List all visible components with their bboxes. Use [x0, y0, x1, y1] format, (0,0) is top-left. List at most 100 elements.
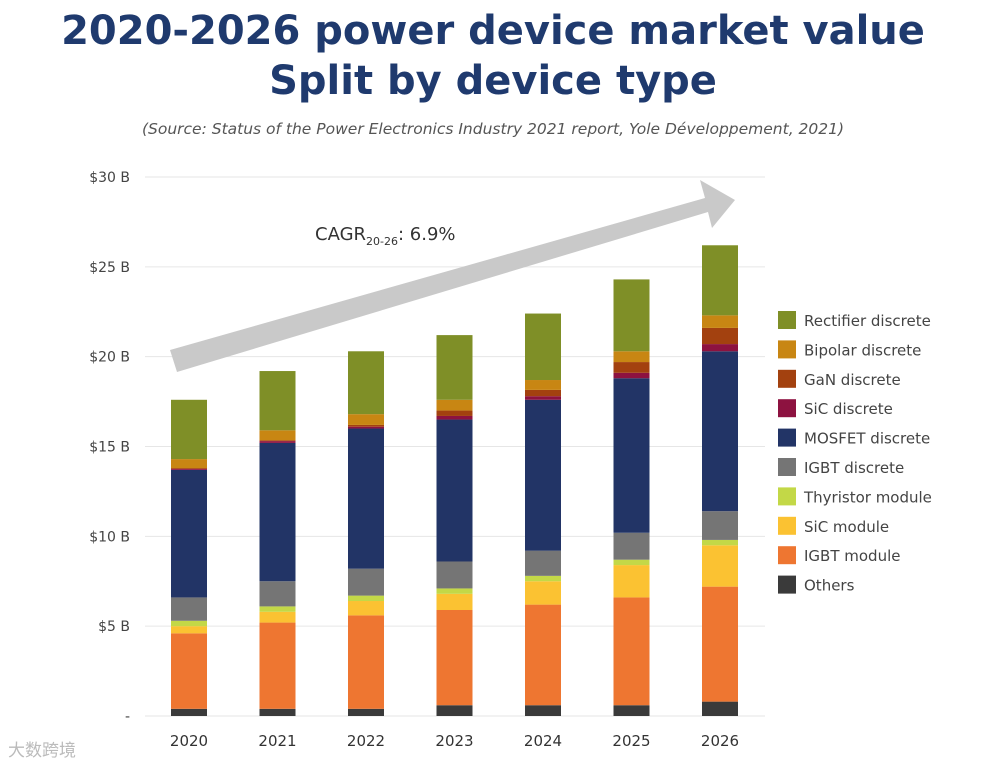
bar-segment-igbt-module [525, 604, 561, 706]
x-tick-label: 2026 [701, 732, 739, 750]
bar-segment-igbt-discrete [613, 532, 650, 560]
legend-label: Bipolar discrete [804, 341, 921, 359]
chart-subtitle: Split by device type [269, 58, 717, 104]
legend-label: Rectifier discrete [804, 312, 931, 330]
bar-segment-thyristor-module [259, 606, 296, 612]
bar-segment-bipolar-discrete [702, 315, 738, 328]
legend-label: MOSFET discrete [804, 430, 930, 448]
bar-segment-igbt-discrete [525, 550, 561, 576]
bar-segment-gan-discrete [702, 327, 738, 345]
bar-segment-bipolar-discrete [613, 351, 650, 363]
bar-segment-rectifier-discrete [702, 245, 738, 316]
bar-segment-sic-module [259, 611, 296, 623]
bar-segment-gan-discrete [436, 410, 473, 416]
y-tick-label: $15 B [89, 440, 130, 456]
bar-segment-igbt-module [436, 609, 473, 706]
bar-segment-gan-discrete [613, 362, 650, 373]
bar-segment-others [436, 705, 473, 716]
legend-label: SiC module [804, 518, 889, 536]
y-tick-label: $10 B [89, 529, 130, 545]
legend-label: Others [804, 577, 855, 595]
bar-segment-bipolar-discrete [348, 414, 384, 425]
cagr-annotation: CAGR20-26: 6.9% [315, 224, 456, 248]
bar-segment-sic-module [613, 565, 650, 598]
y-tick-label: $20 B [89, 350, 130, 366]
bar-segment-others [171, 708, 207, 716]
growth-arrow [170, 180, 735, 372]
bar-segment-igbt-module [171, 633, 207, 709]
bar-segment-rectifier-discrete [171, 399, 207, 460]
x-tick-label: 2022 [347, 732, 385, 750]
legend-swatch [778, 487, 796, 506]
bar-segment-mosfet-discrete [436, 419, 473, 562]
bar-segment-igbt-module [259, 622, 296, 709]
bar-segment-rectifier-discrete [613, 279, 650, 352]
bar-segment-igbt-discrete [348, 568, 384, 596]
legend-label: GaN discrete [804, 371, 901, 389]
bar-segment-bipolar-discrete [525, 380, 561, 390]
y-tick-label: $30 B [89, 170, 130, 186]
bar-segment-thyristor-module [613, 559, 650, 566]
source-note: (Source: Status of the Power Electronics… [141, 120, 845, 138]
bar-segment-others [259, 708, 296, 716]
bar-segment-igbt-discrete [259, 581, 296, 607]
bar-segment-others [702, 701, 738, 716]
bar-segment-sic-discrete [702, 344, 738, 352]
bar-segment-mosfet-discrete [613, 378, 650, 533]
bar-segment-sic-module [702, 545, 738, 587]
legend-swatch [778, 516, 796, 535]
bar-segment-mosfet-discrete [348, 428, 384, 569]
bar-segment-others [525, 705, 561, 716]
bar-segment-sic-discrete [525, 396, 561, 400]
legend-label: SiC discrete [804, 400, 893, 418]
legend-swatch [778, 458, 796, 476]
legend-swatch [778, 546, 796, 565]
bar-segment-igbt-discrete [702, 511, 738, 540]
bar-segment-sic-discrete [613, 372, 650, 379]
bar-segment-rectifier-discrete [348, 351, 384, 415]
bar-segment-mosfet-discrete [702, 351, 738, 512]
bar-segment-igbt-module [348, 615, 384, 709]
watermark: 大数跨境 [8, 741, 76, 761]
bar-segment-thyristor-module [348, 595, 384, 602]
x-tick-label: 2024 [524, 732, 562, 750]
y-tick-label: $5 B [98, 619, 130, 635]
chart-title: 2020-2026 power device market value [61, 8, 925, 54]
bar-segment-bipolar-discrete [436, 399, 473, 411]
bar-segment-mosfet-discrete [259, 442, 296, 582]
bar-segment-rectifier-discrete [525, 313, 561, 381]
bar-segment-gan-discrete [525, 389, 561, 397]
bar-segment-sic-discrete [259, 441, 296, 443]
bar-segment-igbt-module [702, 586, 738, 702]
bar-segment-sic-discrete [348, 426, 384, 429]
bar-segment-sic-module [525, 581, 561, 605]
bar-segment-others [348, 708, 384, 716]
bar-segment-rectifier-discrete [259, 371, 296, 431]
bar-segment-thyristor-module [171, 620, 207, 627]
legend-swatch [778, 399, 796, 418]
bar-segment-gan-discrete [171, 468, 207, 469]
bar-segment-rectifier-discrete [436, 335, 473, 400]
x-tick-label: 2020 [170, 732, 208, 750]
legend-label: Thyristor module [803, 488, 932, 506]
y-tick-label: - [125, 709, 130, 725]
y-tick-label: $25 B [89, 260, 130, 276]
bar-segment-sic-module [348, 601, 384, 616]
x-tick-label: 2023 [435, 732, 473, 750]
bar-segment-gan-discrete [348, 424, 384, 427]
bar-segment-thyristor-module [436, 588, 473, 594]
bar-segment-mosfet-discrete [171, 469, 207, 598]
legend-label: IGBT module [804, 547, 900, 565]
x-tick-label: 2021 [258, 732, 296, 750]
bar-segment-thyristor-module [525, 575, 561, 582]
bar-segment-igbt-discrete [171, 597, 207, 621]
bar-segment-sic-discrete [171, 468, 207, 470]
bar-segment-igbt-discrete [436, 561, 473, 589]
legend-swatch [778, 340, 796, 359]
bar-segment-thyristor-module [702, 539, 738, 546]
legend-swatch [778, 575, 796, 594]
x-tick-label: 2025 [612, 732, 650, 750]
legend-swatch [778, 369, 796, 388]
legend-swatch [778, 428, 796, 447]
